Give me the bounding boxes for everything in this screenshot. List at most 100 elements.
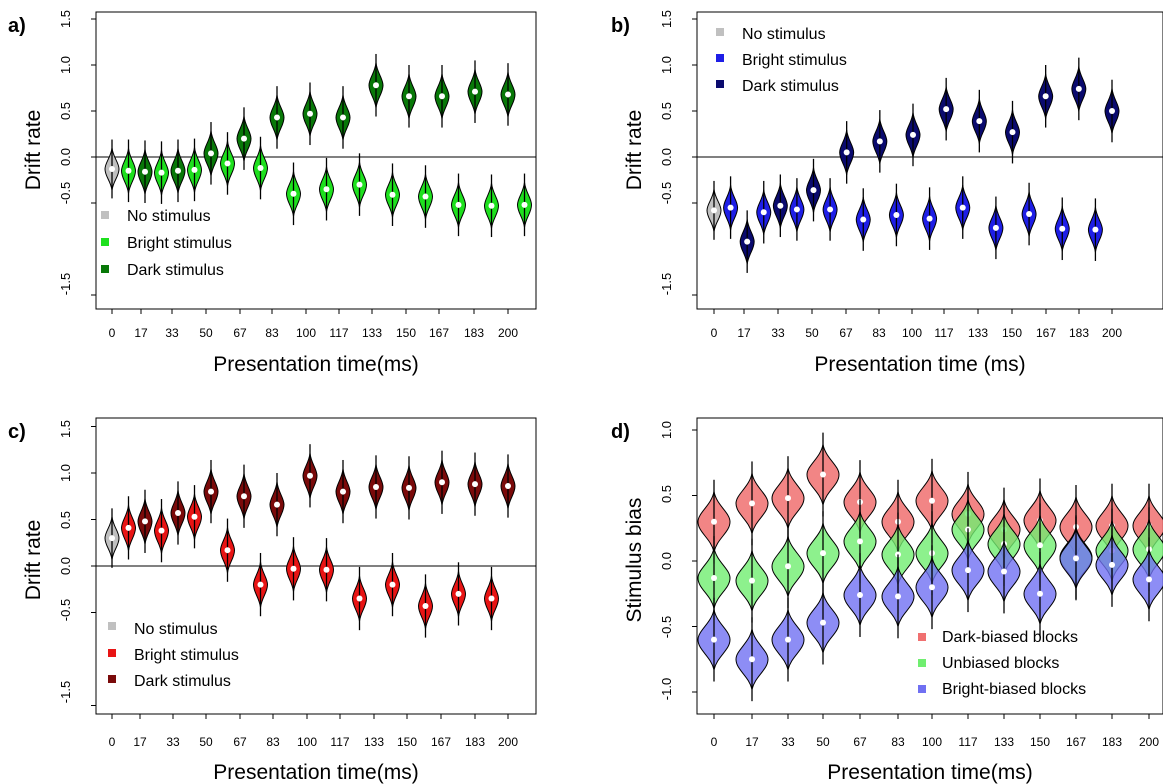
- panel-a: a) Drift rate Presentation time(ms) -1.5…: [8, 10, 537, 376]
- panel-b: b) Drift rate Presentation time (ms) -1.…: [611, 10, 1163, 376]
- panel-b-xtick-label: 150: [1002, 326, 1022, 340]
- violin-bright-stimulus: [120, 139, 137, 203]
- median-point: [1109, 561, 1115, 568]
- violin-dark-stimulus: [137, 140, 153, 203]
- median-point: [1009, 129, 1016, 136]
- median-point: [929, 584, 935, 591]
- median-point: [455, 590, 462, 597]
- violin-bright-stimulus: [351, 153, 368, 216]
- violin-bright-stimulus: [186, 138, 203, 202]
- legend-label: Bright-biased blocks: [942, 681, 1086, 698]
- legend-label-no-stimulus: No stimulus: [742, 26, 826, 43]
- median-point: [257, 581, 264, 588]
- panel-b-xtick-label: 0: [711, 326, 718, 340]
- median-point: [1001, 568, 1007, 575]
- violin-bright-stimulus: [351, 566, 368, 631]
- panel-b-xtick-label: 200: [1102, 326, 1122, 340]
- panel-b-legend: No stimulus Bright stimulus Dark stimulu…: [716, 26, 847, 95]
- median-point: [749, 577, 755, 584]
- violin-dark-stimulus: [302, 82, 318, 146]
- panel-a-ytick-label: -0.5: [58, 182, 73, 204]
- median-point: [109, 535, 115, 542]
- violin-dark-stimulus: [401, 456, 417, 520]
- median-point: [895, 593, 901, 600]
- median-point: [793, 206, 800, 213]
- violin-dark-stimulus: [170, 481, 186, 545]
- median-point: [290, 190, 297, 197]
- panel-a-ylabel: Drift rate: [22, 110, 45, 191]
- median-point: [711, 518, 717, 525]
- violin-bright-stimulus: [252, 552, 269, 617]
- median-point: [290, 565, 297, 572]
- violin-bright-stimulus: [1054, 197, 1070, 261]
- panel-d-xticks: 0 17 33 50 67 83 100 117 133 150 167 183…: [711, 735, 1160, 749]
- violin-bright-stimulus: [789, 178, 805, 241]
- violin-no-stimulus: [104, 508, 120, 568]
- legend-swatch: [918, 633, 926, 641]
- violin-bright-biased-blocks: [697, 597, 731, 682]
- panel-d-ylabel: Stimulus bias: [623, 498, 646, 623]
- panel-b-xticks: 0 17 33 50 67 83 100 117 133 150 167 183…: [711, 326, 1123, 340]
- panel-c-xtick-label: 67: [233, 735, 247, 749]
- violin-dark-stimulus: [302, 444, 318, 508]
- panel-c-legend: No stimulus Bright stimulus Dark stimulu…: [108, 621, 239, 690]
- violin-dark-stimulus: [236, 107, 252, 170]
- panel-a-ytick-label: -1.5: [58, 273, 73, 295]
- panel-a-plot-frame: [95, 11, 537, 310]
- panel-b-xtick-label: 167: [1036, 326, 1056, 340]
- violin-bright-stimulus: [153, 499, 170, 563]
- panel-a-xticks: 0 17 33 50 67 83 100 117 133 150 167 183…: [109, 326, 519, 340]
- median-point: [965, 567, 971, 574]
- panel-c-xtick-label: 200: [498, 735, 518, 749]
- violin-bright-stimulus: [922, 187, 938, 250]
- violin-dark-stimulus: [368, 53, 384, 117]
- panel-b-xtick-label: 33: [771, 326, 785, 340]
- panel-b-xtick-label: 183: [1069, 326, 1089, 340]
- median-point: [323, 566, 330, 573]
- legend-label: Dark-biased blocks: [942, 629, 1078, 646]
- median-point: [340, 114, 346, 121]
- violin-bright-biased-blocks: [951, 528, 985, 613]
- panel-d-xtick-label: 67: [853, 735, 867, 749]
- median-point: [142, 168, 148, 175]
- median-point: [959, 204, 966, 211]
- median-point: [910, 131, 916, 138]
- panel-d-yticks: -1.0 -0.5 0.0 0.5 1.0: [659, 421, 674, 700]
- median-point: [142, 518, 148, 525]
- median-point: [843, 149, 850, 156]
- legend-label-dark-stimulus: Dark stimulus: [127, 262, 224, 279]
- panel-b-label: b): [611, 15, 630, 37]
- panel-d-xtick-label: 117: [958, 735, 977, 749]
- median-point: [521, 201, 528, 208]
- median-point: [274, 501, 280, 508]
- violin-bright-stimulus: [417, 165, 434, 228]
- legend-label-dark-stimulus: Dark stimulus: [134, 673, 231, 690]
- panel-c-ytick-label: 1.0: [58, 464, 73, 482]
- panel-b-xtick-label: 133: [968, 326, 988, 340]
- violin-bright-biased-blocks: [881, 554, 915, 639]
- median-point: [711, 636, 717, 643]
- median-point: [307, 110, 313, 117]
- legend-swatch-dark-stimulus: [101, 265, 109, 273]
- median-point: [1037, 542, 1043, 549]
- median-point: [406, 93, 412, 100]
- panel-a-xtick-label: 150: [396, 326, 416, 340]
- violin-dark-stimulus: [971, 89, 987, 153]
- panel-a-ytick-label: 0.5: [58, 102, 73, 120]
- median-point: [992, 224, 999, 231]
- median-point: [406, 484, 412, 491]
- violin-dark-stimulus: [203, 459, 219, 524]
- legend-swatch-no-stimulus: [101, 211, 109, 219]
- violin-dark-stimulus: [905, 103, 921, 167]
- median-point: [1075, 85, 1082, 92]
- panel-d-xtick-label: 83: [891, 735, 905, 749]
- violin-bright-stimulus: [219, 518, 236, 582]
- legend-swatch-bright-stimulus: [716, 54, 724, 62]
- panel-c-xtick-label: 183: [465, 735, 485, 749]
- panel-d-xtick-label: 100: [922, 735, 942, 749]
- panel-c-label: c): [8, 421, 26, 443]
- median-point: [340, 488, 346, 495]
- median-point: [307, 472, 313, 479]
- median-point: [422, 193, 429, 200]
- panel-a-xtick-label: 200: [498, 326, 518, 340]
